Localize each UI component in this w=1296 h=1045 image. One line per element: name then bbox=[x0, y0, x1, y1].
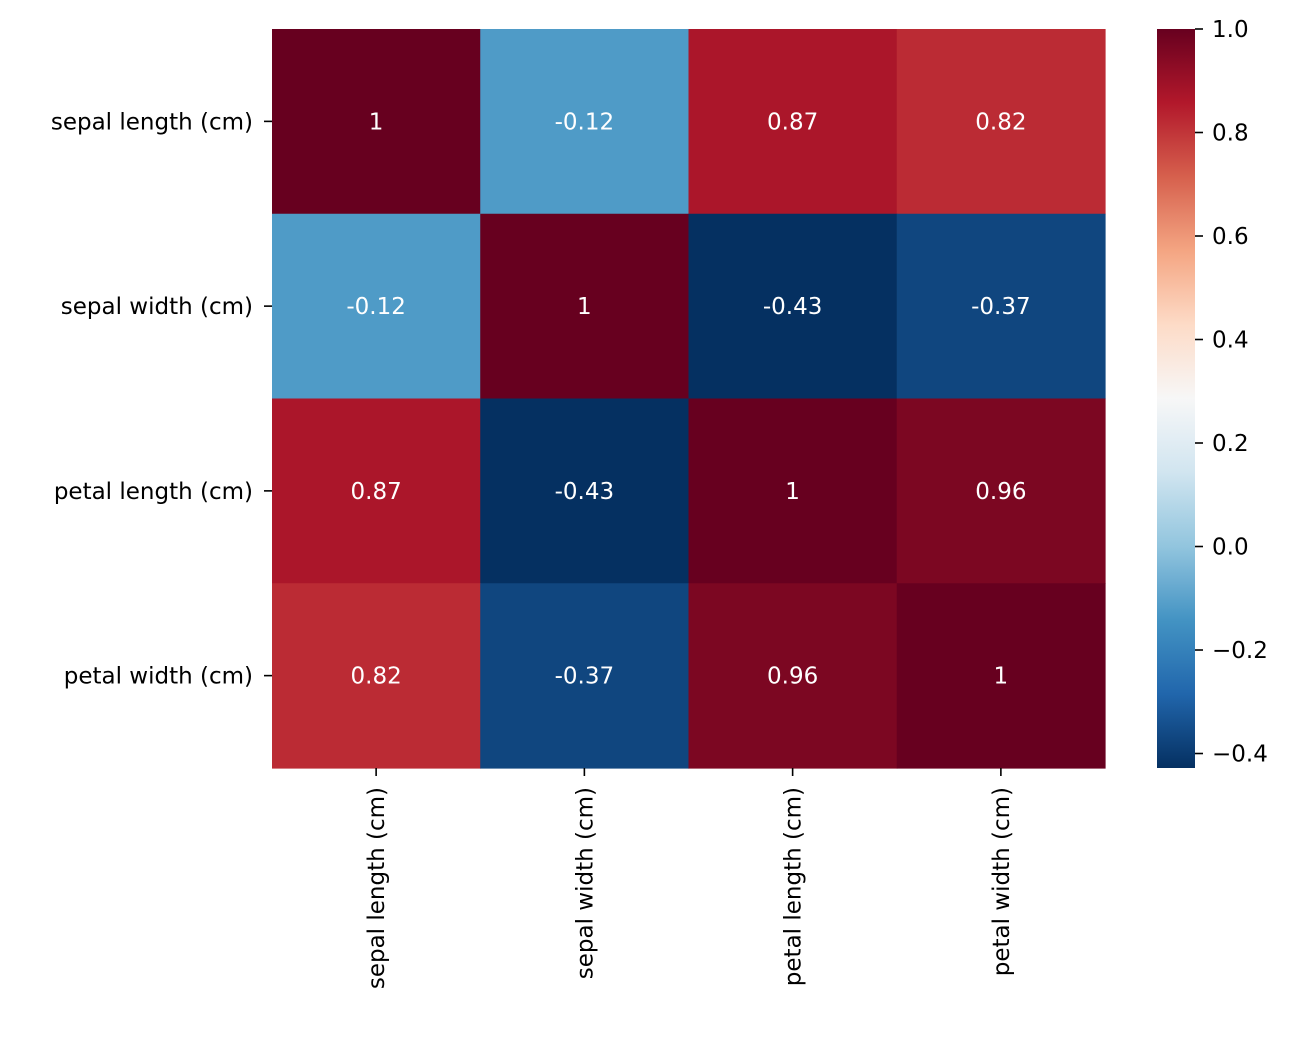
heatmap-cell bbox=[688, 29, 898, 215]
y-tick-label: petal width (cm) bbox=[64, 664, 253, 690]
heatmap-cell bbox=[272, 29, 481, 215]
cell-annotation: 1 bbox=[994, 664, 1009, 690]
cell-annotation: 1 bbox=[369, 109, 384, 135]
colorbar-tick-label: −0.4 bbox=[1212, 742, 1268, 768]
x-tick-label: petal width (cm) bbox=[989, 787, 1015, 976]
heatmap-cell bbox=[272, 583, 481, 769]
cell-annotation: -0.43 bbox=[763, 294, 823, 320]
x-tick-label: sepal length (cm) bbox=[364, 787, 390, 989]
heatmap-cell bbox=[272, 398, 481, 584]
y-axis: sepal length (cm) sepal width (cm) petal l… bbox=[51, 109, 272, 690]
colorbar-tick-label: −0.2 bbox=[1212, 638, 1268, 664]
y-tick-label: sepal length (cm) bbox=[51, 109, 253, 135]
colorbar-tick-label: 1.0 bbox=[1212, 17, 1249, 43]
colorbar-tick-label: 0.8 bbox=[1212, 121, 1249, 147]
cell-annotations: 1 -0.12 0.87 0.82 -0.12 1 -0.43 -0.37 0.87 -0.43 1… bbox=[346, 109, 1030, 689]
cell-annotation: 0.87 bbox=[767, 109, 818, 135]
cell-annotation: 0.87 bbox=[351, 479, 402, 505]
heatmap-cell bbox=[480, 583, 690, 769]
heatmap-cells bbox=[272, 29, 1106, 769]
y-tick-label: petal length (cm) bbox=[54, 479, 253, 505]
cell-annotation: 0.82 bbox=[351, 664, 402, 690]
heatmap-cell bbox=[480, 29, 690, 215]
cell-annotation: -0.37 bbox=[555, 664, 615, 690]
cell-annotation: 1 bbox=[785, 479, 800, 505]
cell-annotation: -0.12 bbox=[555, 109, 615, 135]
colorbar-tick-label: 0.2 bbox=[1212, 431, 1249, 457]
colorbar: 1.0 0.8 0.6 0.4 0.2 0.0 −0.2 −0.4 bbox=[1157, 17, 1268, 768]
heatmap-cell bbox=[896, 398, 1106, 584]
cell-annotation: 0.96 bbox=[975, 479, 1026, 505]
cell-annotation: -0.12 bbox=[346, 294, 406, 320]
heatmap-cell bbox=[896, 213, 1106, 400]
colorbar-tick-label: 0.6 bbox=[1212, 224, 1249, 250]
cell-annotation: -0.37 bbox=[971, 294, 1031, 320]
cell-annotation: 0.82 bbox=[975, 109, 1026, 135]
heatmap-cell bbox=[688, 213, 898, 400]
x-tick-label: sepal width (cm) bbox=[572, 787, 598, 979]
cell-annotation: 0.96 bbox=[767, 664, 818, 690]
heatmap-cell bbox=[896, 29, 1106, 215]
y-tick-label: sepal width (cm) bbox=[61, 294, 253, 320]
x-tick-label: petal length (cm) bbox=[781, 787, 807, 986]
cell-annotation: 1 bbox=[577, 294, 592, 320]
colorbar-gradient bbox=[1157, 29, 1195, 768]
colorbar-tick-label: 0.4 bbox=[1212, 328, 1249, 354]
heatmap-cell bbox=[688, 398, 898, 584]
cell-annotation: -0.43 bbox=[555, 479, 615, 505]
heatmap-cell bbox=[480, 213, 690, 400]
colorbar-tick-label: 0.0 bbox=[1212, 535, 1249, 561]
heatmap-cell bbox=[896, 583, 1106, 769]
x-axis: sepal length (cm) sepal width (cm) petal l… bbox=[364, 768, 1015, 989]
heatmap-cell bbox=[480, 398, 690, 584]
heatmap-cell bbox=[272, 213, 481, 400]
heatmap-cell bbox=[688, 583, 898, 769]
